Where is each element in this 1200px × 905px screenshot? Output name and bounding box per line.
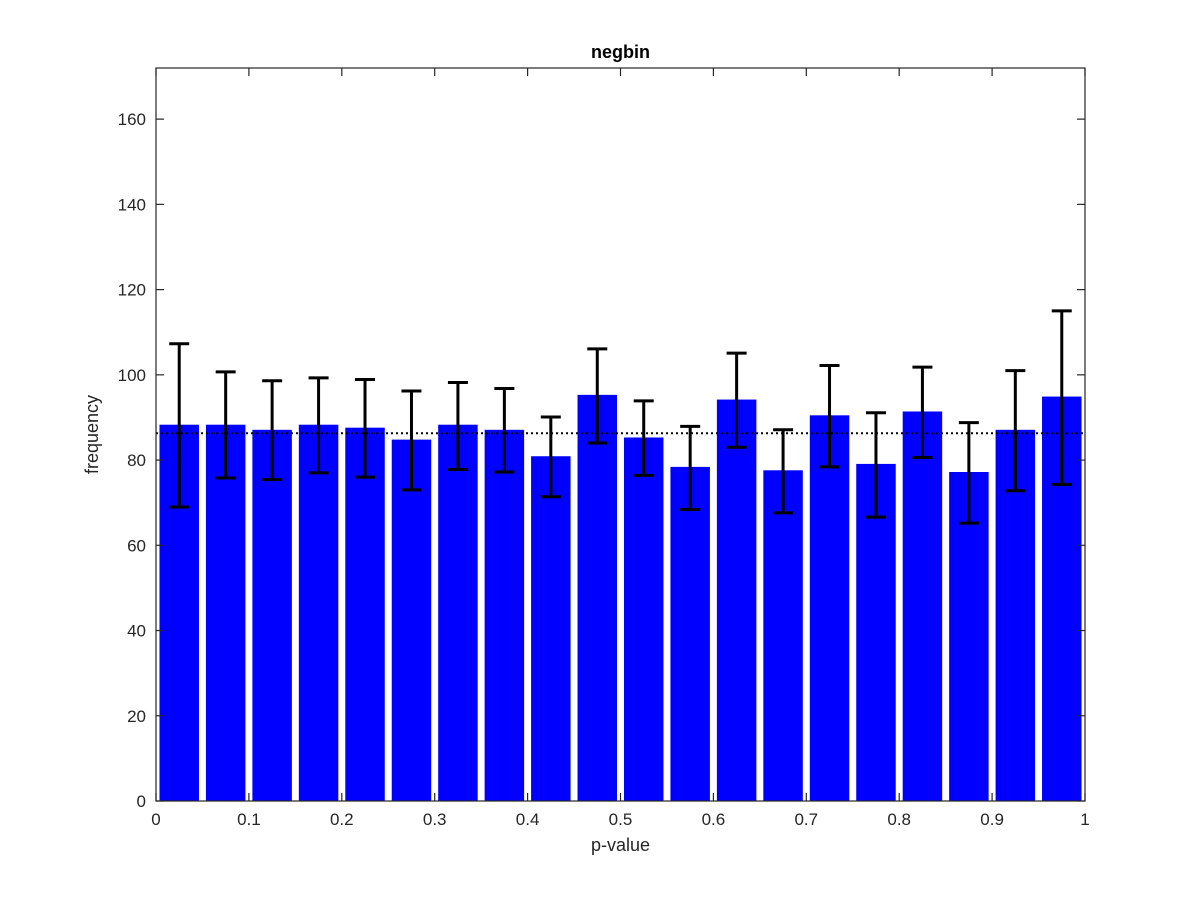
bar bbox=[438, 424, 478, 801]
error-bar bbox=[447, 381, 468, 471]
x-tick-label: 0.8 bbox=[887, 810, 911, 829]
bar bbox=[763, 470, 803, 801]
error-bar bbox=[494, 386, 515, 474]
error-bar bbox=[912, 365, 933, 460]
chart-title: negbin bbox=[591, 42, 650, 62]
bar bbox=[205, 424, 246, 801]
x-tick-label: 0 bbox=[151, 810, 160, 829]
y-tick-label: 100 bbox=[118, 366, 146, 385]
y-tick-label: 140 bbox=[118, 195, 146, 214]
bar bbox=[298, 424, 339, 801]
y-tick-label: 60 bbox=[127, 536, 146, 555]
bar bbox=[716, 399, 757, 801]
x-tick-label: 0.1 bbox=[237, 810, 261, 829]
error-bar bbox=[633, 399, 654, 477]
error-bar bbox=[726, 351, 747, 449]
bar bbox=[856, 463, 896, 801]
bar bbox=[531, 456, 571, 801]
y-axis-label: frequency bbox=[82, 395, 102, 474]
y-tick-label: 0 bbox=[137, 792, 146, 811]
error-bar bbox=[169, 342, 190, 509]
bar bbox=[252, 429, 292, 801]
x-tick-label: 1 bbox=[1080, 810, 1089, 829]
error-bar bbox=[958, 421, 979, 525]
y-tick-label: 40 bbox=[127, 622, 146, 641]
x-tick-label: 0.5 bbox=[609, 810, 633, 829]
error-bar bbox=[1051, 309, 1072, 486]
x-tick-label: 0.3 bbox=[423, 810, 447, 829]
x-axis-label: p-value bbox=[591, 835, 650, 855]
x-tick-label: 0.2 bbox=[330, 810, 354, 829]
bar bbox=[809, 415, 850, 801]
bar bbox=[345, 427, 385, 801]
error-bars-group bbox=[169, 309, 1072, 525]
error-bar bbox=[680, 424, 701, 512]
error-bar bbox=[1005, 369, 1026, 493]
x-tick-label: 0.6 bbox=[702, 810, 726, 829]
error-bar bbox=[262, 379, 283, 482]
bar bbox=[902, 411, 943, 801]
error-bar bbox=[540, 415, 561, 499]
bars-group bbox=[159, 394, 1082, 801]
y-tick-label: 20 bbox=[127, 707, 146, 726]
error-bar bbox=[355, 378, 376, 479]
y-tick-label: 120 bbox=[118, 281, 146, 300]
bar bbox=[670, 466, 710, 801]
error-bar bbox=[401, 389, 422, 492]
error-bar bbox=[773, 428, 794, 515]
error-bar bbox=[865, 411, 886, 519]
y-tick-label: 160 bbox=[118, 110, 146, 129]
x-tick-label: 0.7 bbox=[794, 810, 818, 829]
error-bar bbox=[819, 363, 840, 469]
bar bbox=[949, 472, 989, 801]
y-axis: 0 20 40 60 80 100 120 140 160 bbox=[118, 110, 1085, 811]
error-bar bbox=[587, 347, 608, 445]
error-bar bbox=[308, 376, 329, 475]
bar bbox=[577, 394, 618, 801]
y-tick-label: 80 bbox=[127, 451, 146, 470]
x-axis: 0 0.1 0.2 0.3 0.4 0.5 0.6 0.7 0.8 0.9 1 bbox=[151, 68, 1090, 829]
x-tick-label: 0.4 bbox=[516, 810, 540, 829]
error-bar bbox=[215, 370, 236, 480]
bar bbox=[623, 437, 664, 801]
bar bbox=[391, 439, 432, 801]
bar bbox=[484, 429, 525, 801]
x-tick-label: 0.9 bbox=[980, 810, 1004, 829]
